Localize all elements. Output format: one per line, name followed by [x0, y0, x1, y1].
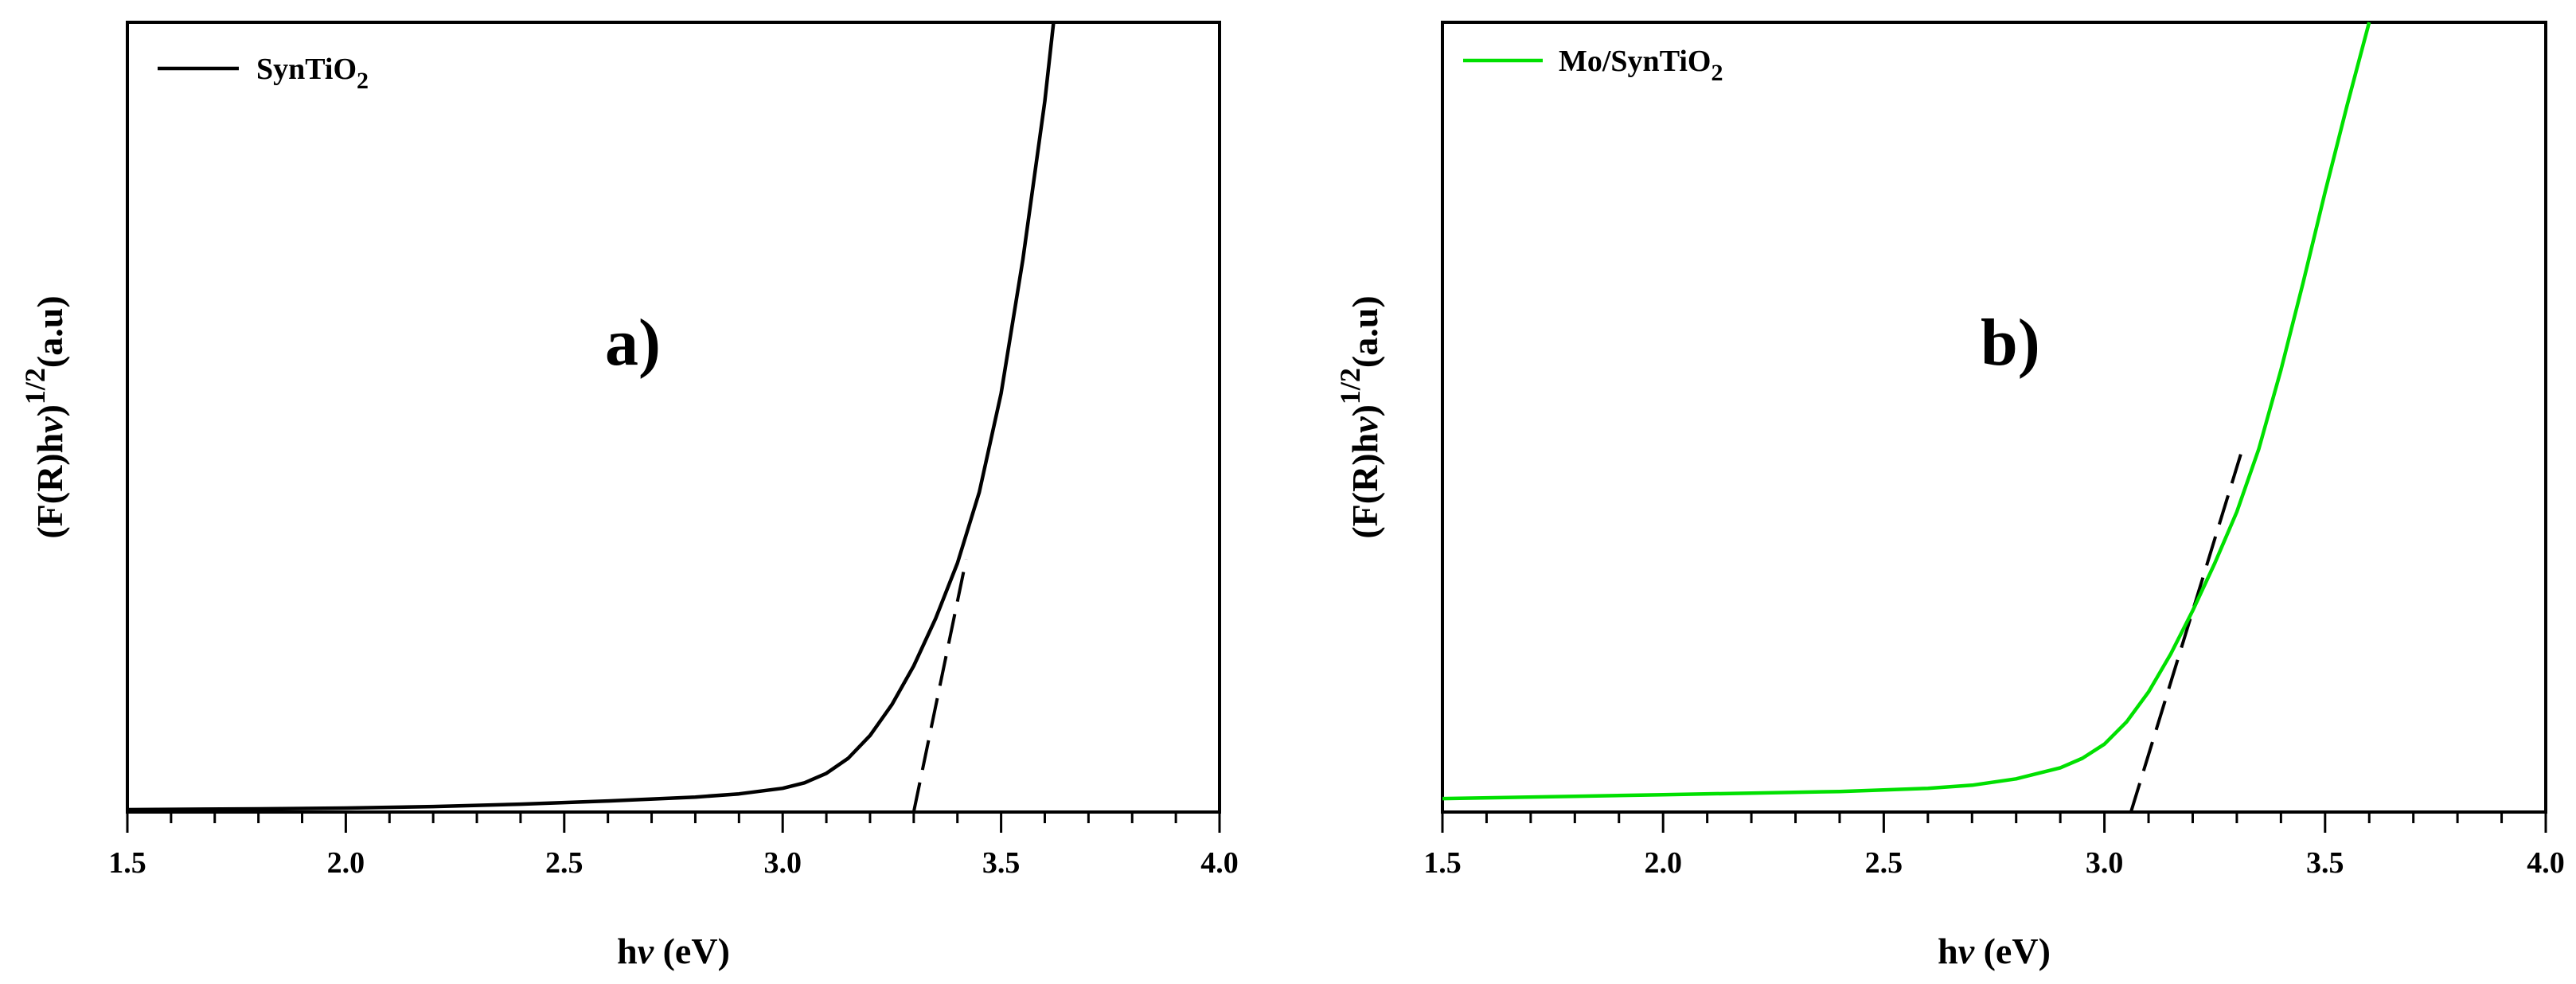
panel-a-tangent-line: [911, 559, 968, 813]
panel-a-x-axis-label: hν (eV): [617, 931, 730, 971]
panel-b-x-tick-label: 1.5: [1423, 846, 1462, 880]
panel-a-plot-frame: [126, 21, 1221, 814]
panel-b-x-tick-label: 4.0: [2527, 846, 2565, 880]
panel-a-x-tick-label: 4.0: [1200, 846, 1239, 880]
panel-b-x-tick-label: 3.5: [2306, 846, 2344, 880]
panel-b-x-tick-label: 3.0: [2086, 846, 2124, 880]
panel-a-x-tick-label: 2.5: [545, 846, 584, 880]
panel-b-tangent-line: [2129, 452, 2243, 813]
panel-b: 1.5 2.0 2.5 3.0 3.5 4.0 Mo/SynTiO2 b) hν (eV)…: [1334, 21, 2565, 971]
panel-b-label: b): [1981, 306, 2040, 380]
panel-a-x-tick-label: 3.0: [763, 846, 802, 880]
panel-b-tick-labels: 1.5 2.0 2.5 3.0 3.5 4.0: [1423, 846, 2565, 880]
panel-b-plot-frame: [1441, 21, 2547, 814]
panel-b-y-axis-label: (F(R)hν)1/2(a.u): [1334, 295, 1385, 538]
panel-b-x-tick-label: 2.0: [1644, 846, 1682, 880]
panel-b-series-line: [1442, 21, 2371, 801]
panel-a-x-tick-label: 2.0: [327, 846, 365, 880]
panel-b-x-axis-label: hν (eV): [1938, 931, 2051, 971]
panel-b-x-tick-label: 2.5: [1865, 846, 1903, 880]
panel-a-x-tick-label: 3.5: [982, 846, 1021, 880]
panel-a-series-line: [127, 21, 1056, 812]
panel-a: 1.5 2.0 2.5 3.0 3.5 4.0 SynTiO2 a) hν (eV) (F…: [19, 21, 1239, 971]
panel-b-legend-label: Mo/SynTiO2: [1559, 45, 1723, 86]
panel-a-label: a): [605, 306, 661, 380]
panel-a-x-tick-label: 1.5: [108, 846, 146, 880]
panel-a-legend-label: SynTiO2: [256, 53, 369, 94]
panel-b-ticks: [1441, 812, 2547, 833]
panel-a-tick-labels: 1.5 2.0 2.5 3.0 3.5 4.0: [108, 846, 1239, 880]
panel-a-ticks: [126, 812, 1221, 833]
panel-a-y-axis-label: (F(R)hν)1/2(a.u): [19, 295, 70, 538]
